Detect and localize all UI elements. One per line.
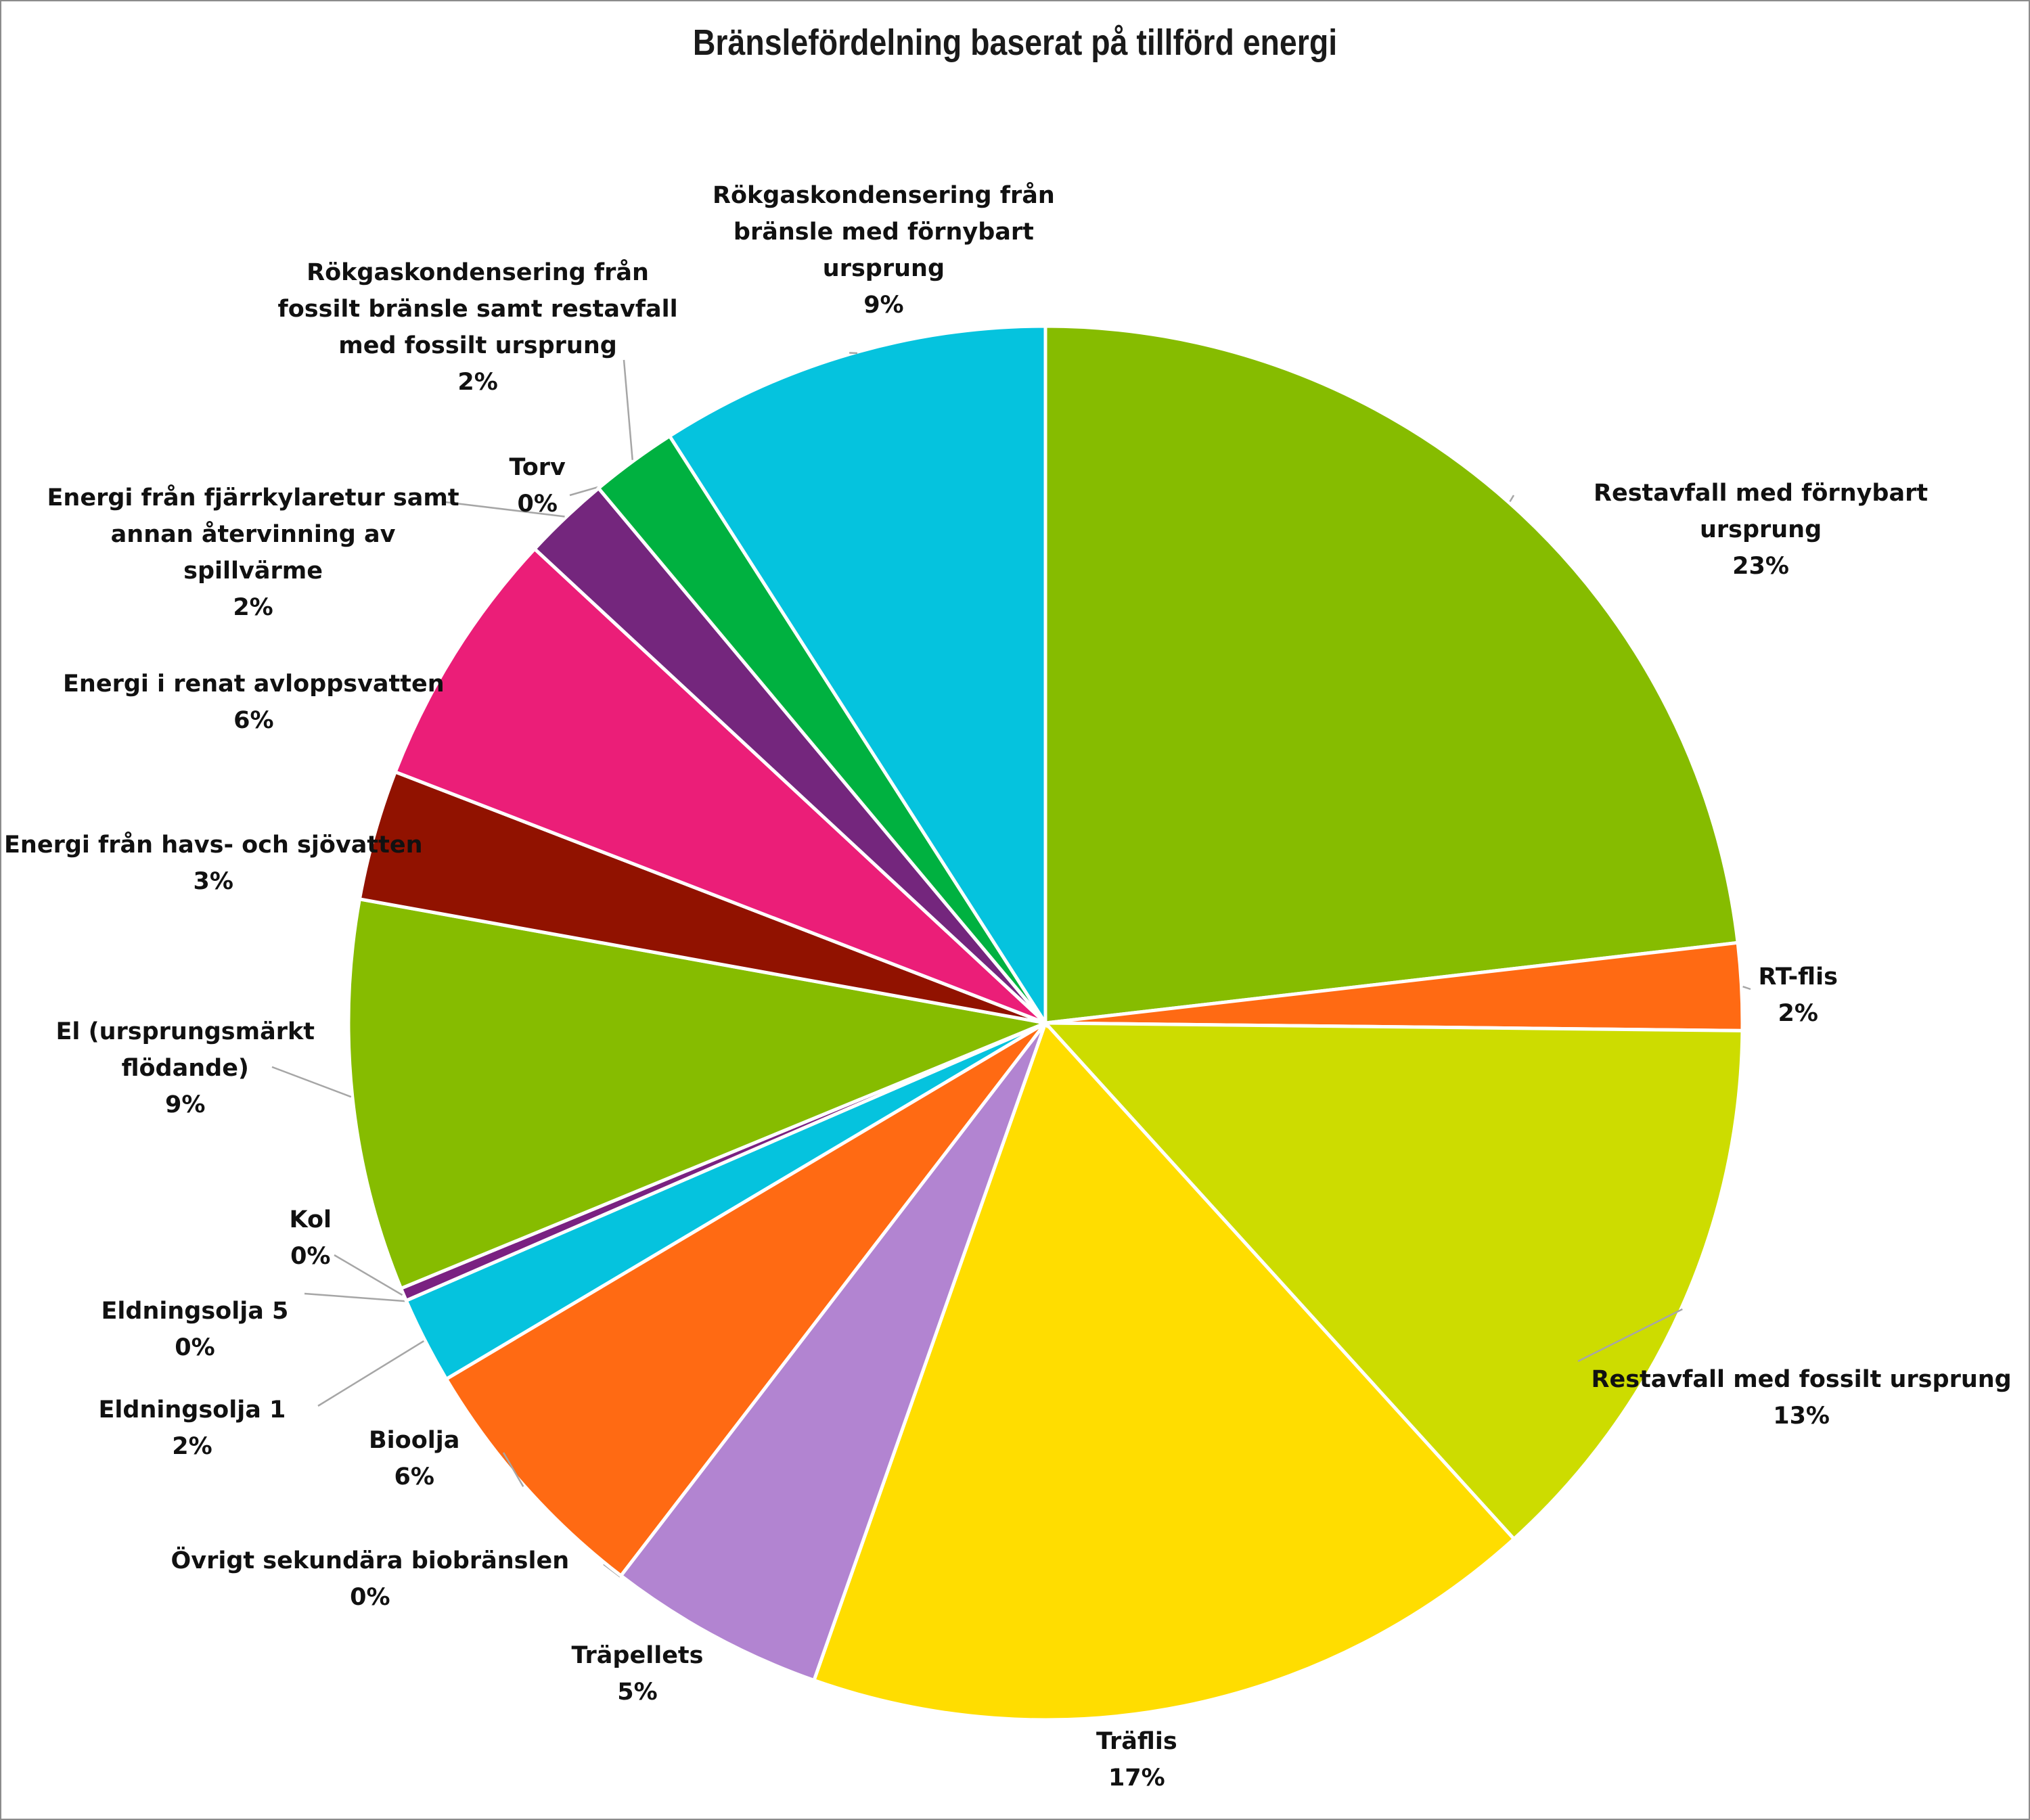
slice-percent: 0% xyxy=(175,1334,215,1361)
slice-name: med fossilt ursprung xyxy=(338,332,617,359)
slice-name: Bioolja xyxy=(369,1427,460,1454)
slice-label: Träflis 17% xyxy=(1096,1723,1177,1796)
slice-label: Bioolja 6% xyxy=(369,1422,459,1495)
slice-name: El (ursprungsmärkt xyxy=(55,1018,315,1045)
slice-name: Övrigt sekundära biobränslen xyxy=(171,1547,570,1574)
leader-line xyxy=(444,501,565,518)
slice-name: Energi från havs- och sjövatten xyxy=(4,832,423,859)
pie-slice xyxy=(667,324,1047,1029)
slice-percent: 3% xyxy=(193,868,233,895)
slice-name: Kol xyxy=(289,1206,332,1233)
slice-name: annan återvinning av xyxy=(110,521,396,548)
leader-line xyxy=(334,1254,403,1296)
slice-name: ursprung xyxy=(1699,516,1822,543)
slice-percent: 2% xyxy=(233,594,273,621)
leader-line xyxy=(1577,1308,1683,1363)
slice-percent: 6% xyxy=(233,707,274,734)
slice-percent: 2% xyxy=(457,369,498,396)
slice-name: Energi i renat avloppsvatten xyxy=(63,670,445,698)
slice-label: Träpellets 5% xyxy=(572,1637,704,1710)
slice-name: fossilt bränsle samt restavfall xyxy=(277,296,678,323)
slice-name: Träflis xyxy=(1096,1728,1177,1755)
slice-percent: 2% xyxy=(1778,1000,1818,1027)
slice-name: Energi från fjärrkylaretur samt xyxy=(47,484,459,511)
slice-percent: 0% xyxy=(517,491,558,518)
chart-title: Bränslefördelning baserat på tillförd en… xyxy=(692,22,1338,63)
slice-label: Kol 0% xyxy=(290,1202,332,1275)
slice-percent: 9% xyxy=(863,292,904,319)
slice-label: Torv 0% xyxy=(510,449,566,522)
slice-name: flödande) xyxy=(121,1055,249,1082)
slice-percent: 9% xyxy=(165,1091,206,1118)
slice-name: RT-flis xyxy=(1758,963,1838,991)
slice-percent: 13% xyxy=(1773,1403,1830,1430)
slice-percent: 2% xyxy=(172,1433,212,1460)
slice-label: Rökgaskondensering från fossilt bränsle s… xyxy=(278,254,678,401)
leader-line xyxy=(623,359,633,460)
slice-name: Träpellets xyxy=(571,1642,704,1669)
slice-label: Rökgaskondensering från bränsle med förny… xyxy=(713,177,1055,323)
leader-line xyxy=(317,1340,424,1407)
pie-slice xyxy=(444,1021,1047,1578)
slice-label: Restavfall med fossilt ursprung 13% xyxy=(1592,1361,2012,1434)
slice-percent: 0% xyxy=(290,1243,331,1270)
slice-percent: 5% xyxy=(617,1679,658,1706)
slice-name: Restavfall med förnybart xyxy=(1594,480,1928,507)
leader-line xyxy=(304,1292,405,1302)
slice-label: El (ursprungsmärkt flödande) 9% xyxy=(56,1014,315,1123)
slice-percent: 17% xyxy=(1108,1765,1165,1792)
slice-label: Eldningsolja 1 2% xyxy=(99,1392,286,1465)
slice-name: Eldningsolja 5 xyxy=(101,1298,289,1325)
slice-name: Restavfall med fossilt ursprung xyxy=(1591,1366,2012,1393)
pie-slice xyxy=(392,546,1047,1025)
slice-label: Eldningsolja 5 0% xyxy=(102,1293,289,1366)
slice-label: Energi i renat avloppsvatten 6% xyxy=(63,666,445,739)
slice-label: Energi från havs- och sjövatten 3% xyxy=(4,827,422,900)
slice-name: bränsle med förnybart xyxy=(733,219,1034,246)
leader-line xyxy=(502,1452,524,1487)
slice-name: ursprung xyxy=(822,255,945,282)
slice-percent: 0% xyxy=(350,1584,390,1611)
slice-name: spillvärme xyxy=(183,558,323,585)
slice-label: RT-flis 2% xyxy=(1759,959,1838,1032)
leader-line xyxy=(1509,495,1515,503)
slice-label: Energi från fjärrkylaretur samt annan åte… xyxy=(47,480,459,626)
slice-name: Rökgaskondensering från xyxy=(713,182,1055,209)
pie-slice xyxy=(346,896,1052,1291)
slice-label: Restavfall med förnybart ursprung 23% xyxy=(1594,475,1928,585)
leader-line xyxy=(1742,985,1751,991)
slice-name: Rökgaskondensering från xyxy=(307,259,649,286)
slice-name: Eldningsolja 1 xyxy=(98,1396,286,1424)
pie-slice xyxy=(618,1022,1047,1683)
slice-percent: 23% xyxy=(1732,553,1789,580)
slice-percent: 6% xyxy=(394,1463,434,1491)
pie-slice xyxy=(811,1020,1516,1722)
slice-label: Övrigt sekundära biobränslen 0% xyxy=(171,1543,570,1616)
slice-name: Torv xyxy=(509,454,566,481)
leader-line xyxy=(271,1066,352,1098)
pie-slice xyxy=(1043,324,1740,1025)
pie-slice xyxy=(1041,1021,1744,1542)
leader-line xyxy=(569,486,598,497)
